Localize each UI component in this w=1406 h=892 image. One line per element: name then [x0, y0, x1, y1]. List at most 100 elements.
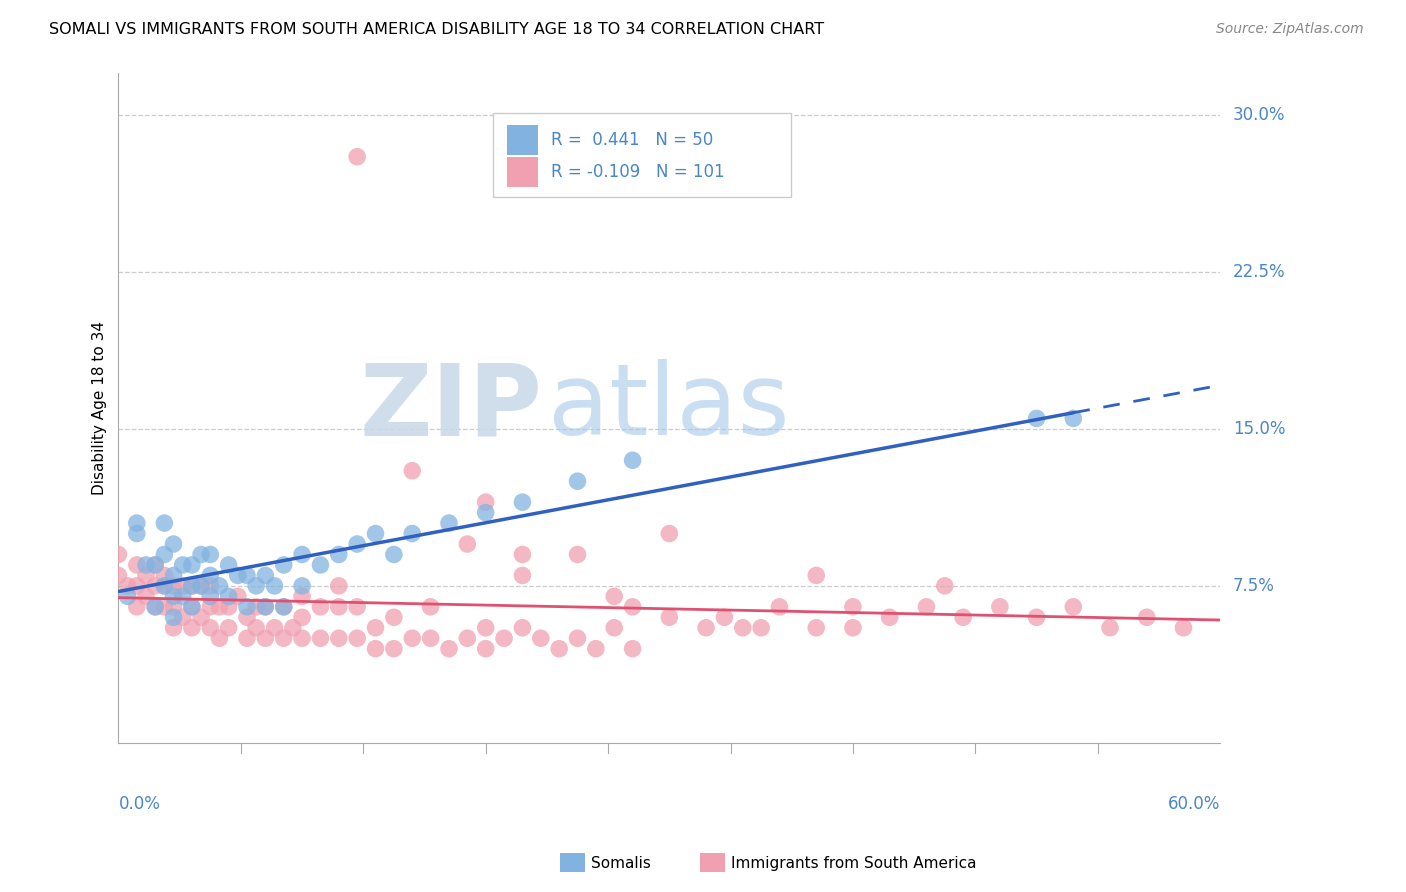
Point [281, 621, 304, 635]
Point [263, 579, 285, 593]
Point [915, 599, 938, 614]
Point [512, 621, 534, 635]
Point [117, 579, 139, 593]
Point [401, 526, 423, 541]
Point [291, 631, 314, 645]
Point [200, 590, 222, 604]
Point [474, 506, 496, 520]
Point [273, 558, 295, 572]
Point [200, 599, 222, 614]
Point [200, 568, 222, 582]
Point [236, 568, 259, 582]
Point [125, 516, 148, 530]
Point [474, 621, 496, 635]
Point [143, 599, 166, 614]
Point [273, 599, 295, 614]
Point [530, 631, 553, 645]
Point [474, 641, 496, 656]
FancyBboxPatch shape [494, 113, 790, 197]
Point [364, 641, 387, 656]
Point [879, 610, 901, 624]
Point [512, 568, 534, 582]
Point [273, 599, 295, 614]
Point [135, 568, 157, 582]
Point [988, 599, 1011, 614]
Point [172, 558, 194, 572]
Text: Immigrants from South America: Immigrants from South America [731, 856, 977, 871]
Point [1025, 411, 1047, 425]
Point [143, 599, 166, 614]
Point [309, 599, 332, 614]
Text: R =  0.441   N = 50: R = 0.441 N = 50 [551, 131, 714, 149]
Text: Source: ZipAtlas.com: Source: ZipAtlas.com [1216, 22, 1364, 37]
Point [208, 579, 231, 593]
Point [1025, 610, 1047, 624]
Point [162, 610, 184, 624]
Point [180, 599, 202, 614]
Point [328, 548, 350, 562]
Point [125, 558, 148, 572]
Bar [508, 125, 538, 155]
Point [309, 558, 332, 572]
Point [107, 548, 129, 562]
Point [437, 641, 460, 656]
Point [135, 558, 157, 572]
Y-axis label: Disability Age 18 to 34: Disability Age 18 to 34 [93, 321, 107, 495]
Point [180, 621, 202, 635]
Bar [508, 157, 538, 187]
Point [117, 590, 139, 604]
Point [401, 464, 423, 478]
Point [364, 621, 387, 635]
Point [713, 610, 735, 624]
Point [135, 590, 157, 604]
Point [107, 568, 129, 582]
Point [162, 568, 184, 582]
Point [218, 599, 240, 614]
Point [190, 610, 212, 624]
Point [125, 579, 148, 593]
Point [806, 621, 828, 635]
Point [806, 568, 828, 582]
Point [494, 631, 516, 645]
Point [1062, 599, 1084, 614]
Point [842, 621, 865, 635]
Point [218, 621, 240, 635]
Point [934, 579, 956, 593]
Point [208, 631, 231, 645]
Point [190, 579, 212, 593]
Point [190, 548, 212, 562]
Point [200, 621, 222, 635]
Point [162, 537, 184, 551]
Point [621, 641, 644, 656]
Point [1098, 621, 1121, 635]
Point [226, 568, 249, 582]
Point [346, 631, 368, 645]
Point [567, 474, 589, 488]
Point [567, 631, 589, 645]
Point [180, 558, 202, 572]
Text: SOMALI VS IMMIGRANTS FROM SOUTH AMERICA DISABILITY AGE 18 TO 34 CORRELATION CHAR: SOMALI VS IMMIGRANTS FROM SOUTH AMERICA … [49, 22, 824, 37]
Point [567, 548, 589, 562]
Point [236, 610, 259, 624]
Point [419, 631, 441, 645]
Text: Somalis: Somalis [591, 856, 651, 871]
Text: R = -0.109   N = 101: R = -0.109 N = 101 [551, 163, 725, 181]
Point [245, 579, 267, 593]
Point [153, 568, 176, 582]
Point [236, 631, 259, 645]
Point [346, 599, 368, 614]
Text: 60.0%: 60.0% [1168, 796, 1220, 814]
Point [153, 548, 176, 562]
Point [658, 526, 681, 541]
Point [474, 495, 496, 509]
Point [603, 590, 626, 604]
Point [585, 641, 607, 656]
Point [658, 610, 681, 624]
Text: 22.5%: 22.5% [1233, 263, 1285, 281]
Text: 0.0%: 0.0% [118, 796, 160, 814]
Point [162, 599, 184, 614]
Point [291, 590, 314, 604]
Point [291, 610, 314, 624]
Point [263, 621, 285, 635]
Point [218, 558, 240, 572]
